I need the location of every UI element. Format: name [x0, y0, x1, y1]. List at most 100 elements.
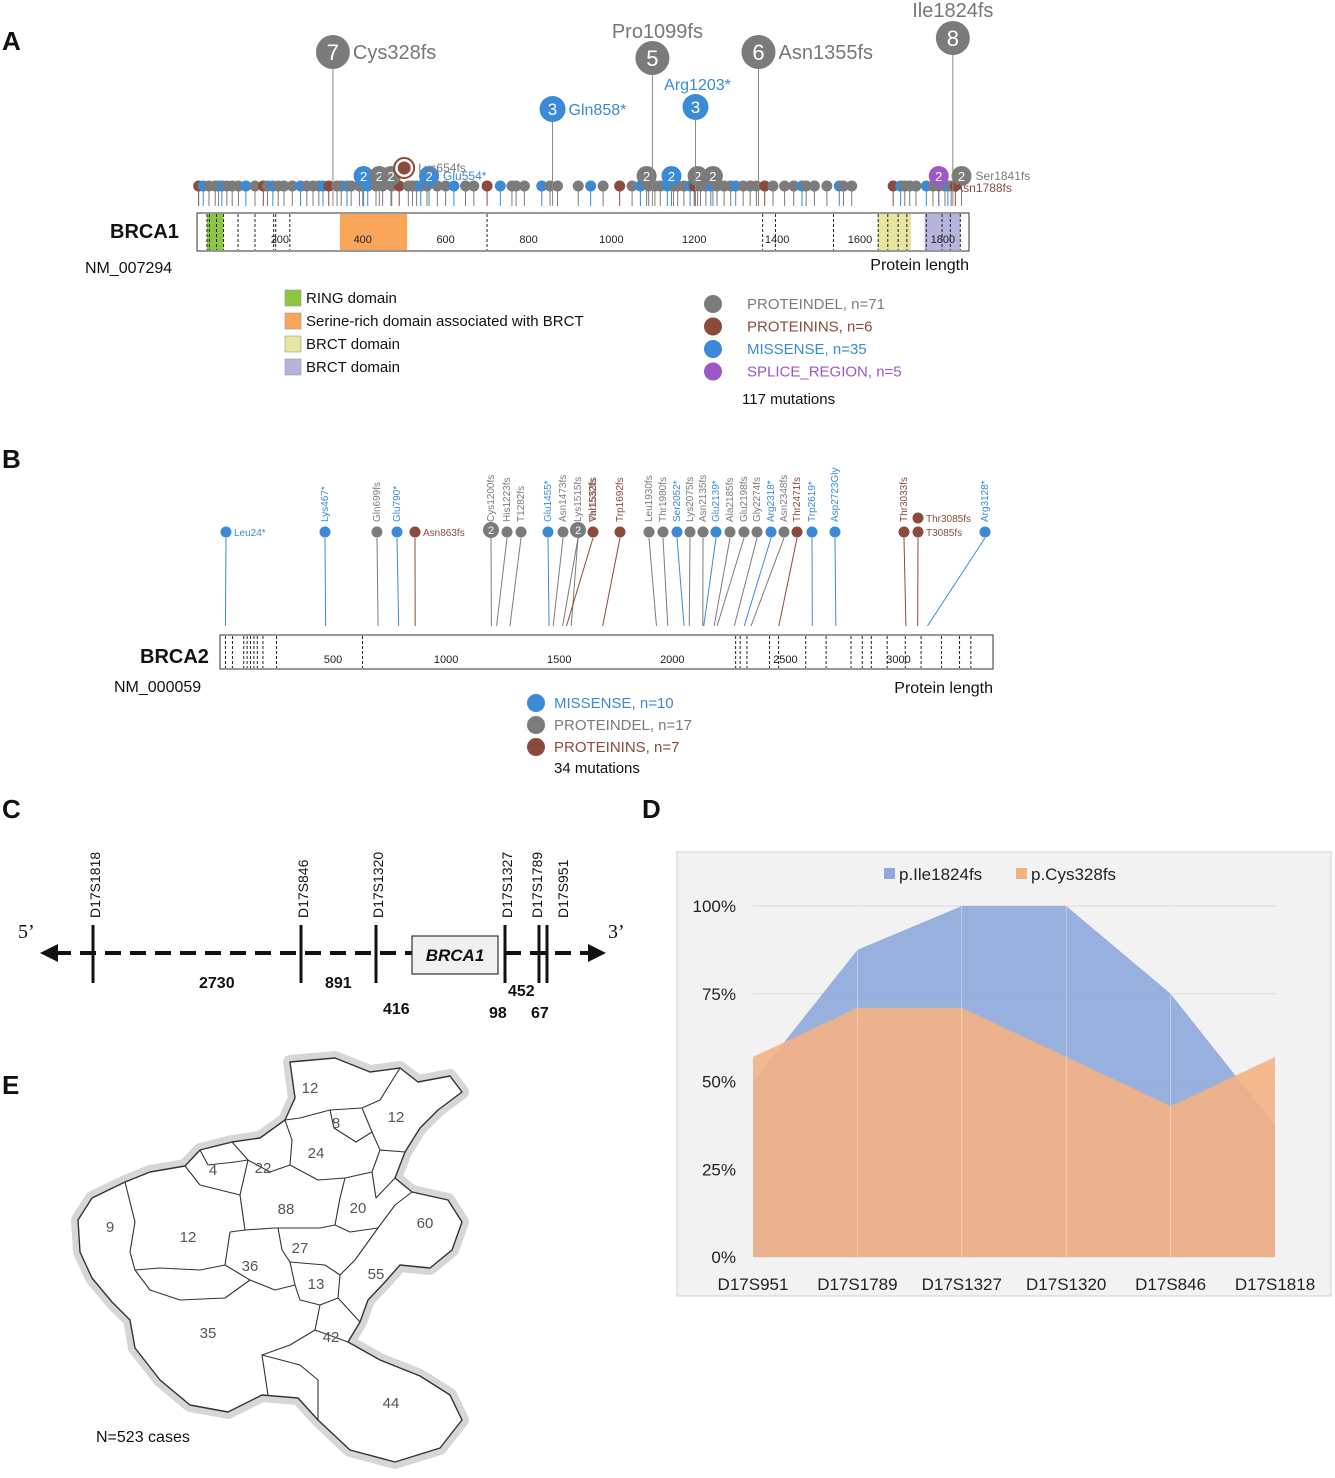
mutation-dot [572, 180, 584, 192]
mutation-stem [713, 537, 731, 627]
mutation-legend-label: SPLICE_REGION, n=5 [747, 364, 902, 381]
brca2-ticks: 500 1000 1500 2000 2500 3000 [324, 654, 911, 666]
brca1-gene-box-label: BRCA1 [426, 946, 485, 965]
small-mutation-label: Lys654fs [418, 161, 466, 175]
x-tick-label: D17S951 [718, 1275, 789, 1294]
panel-label-e: E [2, 1070, 19, 1100]
mutation-label: Arg3128* [980, 480, 991, 522]
domain-legend-label: BRCT domain [306, 359, 400, 376]
mutation-dot [501, 526, 513, 538]
proteinins-dot [397, 161, 411, 175]
brca2-total: 34 mutations [554, 760, 640, 777]
domain-legend-swatch [284, 335, 302, 353]
panel-label-b: B [2, 444, 21, 474]
distance-891: 891 [325, 975, 352, 992]
tick-label: 2000 [660, 654, 684, 666]
legend-label: p.Cys328fs [1031, 865, 1116, 884]
mutation-label: Lys2075fs [685, 477, 696, 522]
region-count: 22 [255, 1160, 272, 1177]
mutation-count-circle [687, 166, 708, 186]
mutation-count-circle [419, 166, 440, 186]
mutation-label: Val1532fs [588, 478, 599, 522]
mutation-stem [750, 537, 785, 627]
mutation-count: 2 [935, 169, 942, 184]
x-tick-label: D17S1320 [1026, 1275, 1106, 1294]
mutation-dot [821, 180, 833, 192]
mutation-dot [979, 526, 991, 538]
mutation-label: Thr1980fs [658, 477, 669, 522]
mutation-label: Ser2052* [672, 480, 683, 522]
mutation-dot [249, 180, 261, 192]
brca1-domain-legend: RING domain Serine-rich domain associated… [284, 289, 584, 376]
mutation-dot [448, 180, 460, 192]
tick-label: 1800 [931, 234, 955, 246]
map-caption: N=523 cases [96, 1429, 190, 1446]
mutation-label: Thr2471fs [792, 477, 803, 522]
tick-label: 1200 [682, 234, 706, 246]
mutation-label: Ala2185fs [725, 478, 736, 522]
region-count: 12 [388, 1109, 405, 1126]
y-tick-label: 75% [702, 985, 736, 1004]
region-count: 44 [383, 1395, 400, 1412]
mutation-dot [468, 180, 480, 192]
mutation-label: Asp2723Gly [830, 468, 841, 522]
mutation-dot [750, 180, 762, 192]
mutation-count: 2 [709, 169, 716, 184]
mutation-legend-label: MISSENSE, n=10 [554, 695, 674, 712]
mutation-dot [626, 180, 638, 192]
mutation-label: T1282fs [516, 486, 527, 522]
brca2-exon-boundaries [224, 636, 972, 668]
mutation-legend-dot [704, 317, 722, 336]
region-count: 88 [278, 1201, 295, 1218]
mutation-stem [743, 537, 772, 627]
mutation-count: 2 [387, 169, 394, 184]
marker-label: D17S951 [555, 859, 571, 918]
left-arrow-icon [40, 944, 58, 962]
mutation-dot [846, 180, 858, 192]
mutation-dot [910, 180, 922, 192]
x-tick-label: D17S1789 [817, 1275, 897, 1294]
region-count: 12 [302, 1080, 319, 1097]
mutation-dot [614, 180, 626, 192]
mutation-count-circle [636, 166, 657, 186]
big-mutation-label: Gln858* [569, 102, 627, 119]
brca1-gene-box [411, 935, 499, 975]
mutation-stem [703, 537, 717, 627]
mutation-label: Gln699fs [372, 482, 383, 522]
mutation-dot [788, 180, 800, 192]
big-mutation-label: Pro1099fs [612, 21, 703, 43]
y-tick-label: 0% [711, 1248, 736, 1267]
marker-label: D17S1327 [499, 852, 515, 918]
mutation-count: 2 [694, 169, 701, 184]
brca2-protein-bar [219, 634, 994, 670]
mutation-dot [912, 512, 924, 524]
brca1-gene-name: BRCA1 [110, 221, 179, 243]
mutation-dot [779, 180, 791, 192]
region-count: 9 [106, 1219, 114, 1236]
mutation-dot [409, 526, 421, 538]
mutation-stem [834, 537, 837, 627]
mutation-count: 2 [958, 169, 965, 184]
domain-legend-swatch [284, 358, 302, 376]
domain-legend-swatch [284, 289, 302, 307]
brca1-length-label: Protein length [870, 257, 969, 274]
mutation-stem [376, 537, 379, 627]
mutation-stem [324, 537, 327, 627]
mutation-legend-label: PROTEINDEL, n=71 [747, 296, 885, 313]
brca1-mutation-legend: PROTEINDEL, n=71 PROTEININS, n=6 MISSENSE,… [704, 295, 902, 381]
mutation-label: Gly2274fs [752, 477, 763, 522]
region-count: 4 [209, 1162, 217, 1179]
mutation-dot [440, 180, 452, 192]
tick-label: 1600 [848, 234, 872, 246]
mutation-count: 2 [488, 525, 494, 537]
brca1-accession: NM_007294 [85, 260, 172, 277]
x-tick-label: D17S846 [1135, 1275, 1206, 1294]
tick-label: 1500 [547, 654, 571, 666]
mutation-label: Glu2139* [711, 480, 722, 522]
mutation-label: Thr1553fs [588, 477, 599, 522]
big-mutation-count: 3 [691, 98, 700, 117]
brca1-total: 117 mutations [742, 391, 835, 408]
mutation-dot [345, 180, 357, 192]
brca2-length-label: Protein length [894, 680, 993, 697]
mutation-stem [733, 537, 758, 627]
